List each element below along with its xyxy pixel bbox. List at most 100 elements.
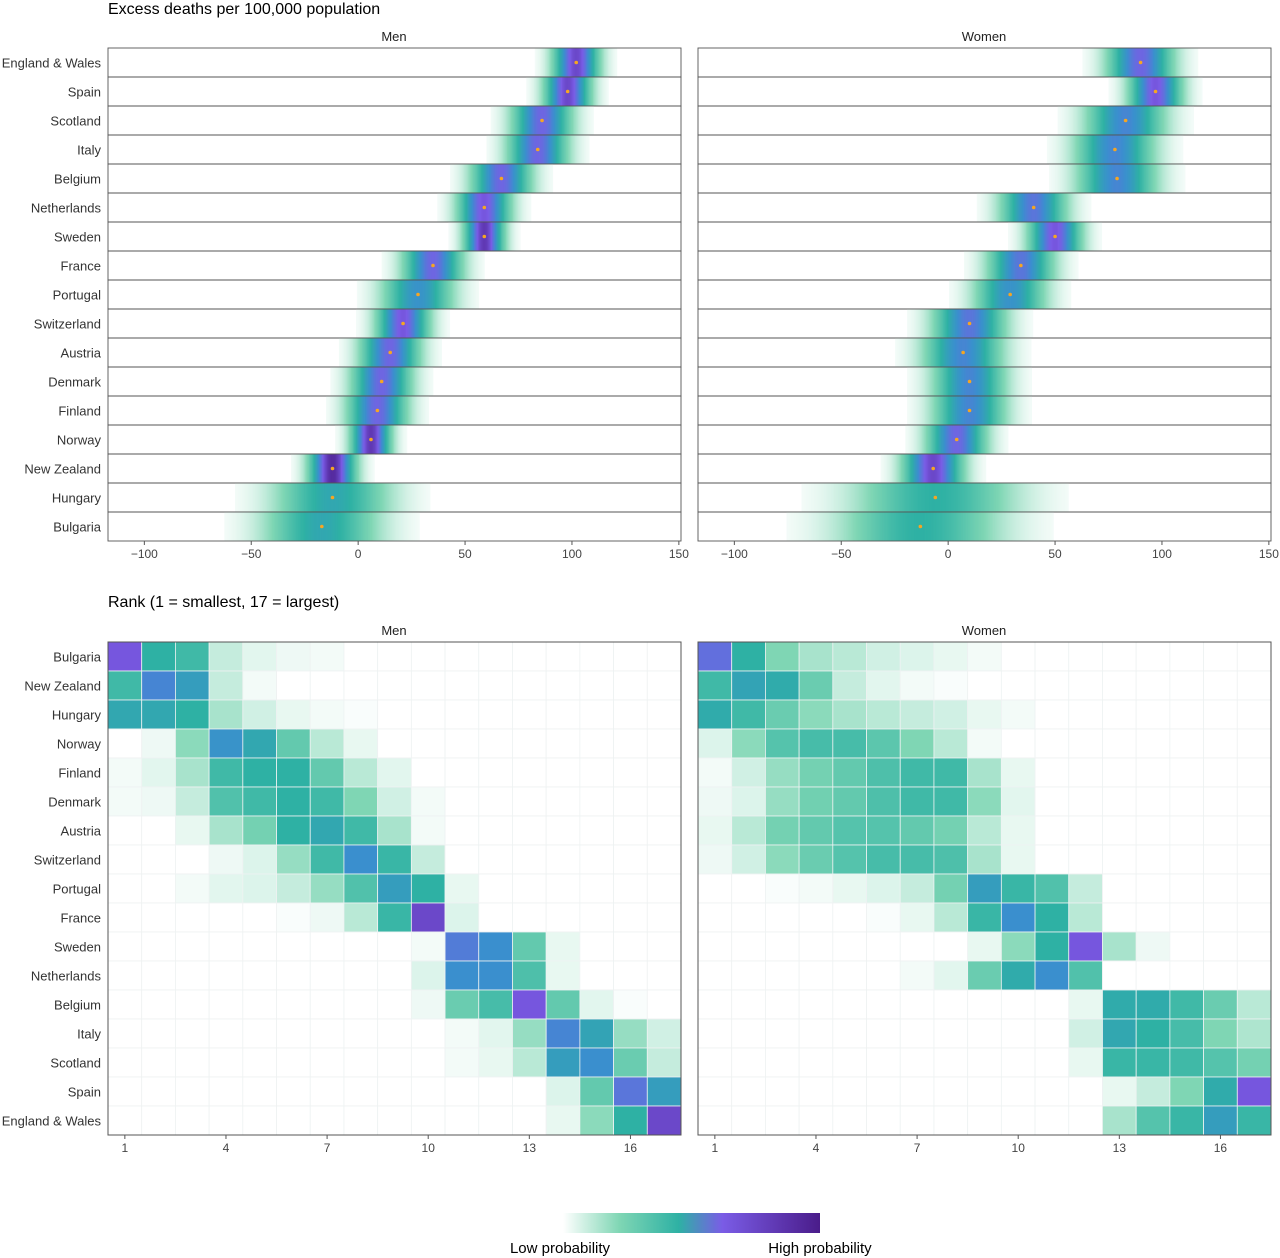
density-cell xyxy=(921,454,924,483)
density-cell xyxy=(585,135,587,164)
density-cell xyxy=(397,338,400,367)
rank-cell-women xyxy=(697,902,733,933)
density-cell xyxy=(812,512,814,541)
density-cell xyxy=(351,396,354,425)
density-cell xyxy=(999,193,1002,222)
density-cell xyxy=(1058,193,1061,222)
density-cell xyxy=(940,309,943,338)
density-cell xyxy=(349,483,351,512)
density-cell xyxy=(1052,135,1054,164)
rank-cell-women xyxy=(1000,902,1036,933)
density-strip-men xyxy=(448,222,521,251)
density-cell xyxy=(1124,164,1127,193)
rank-cell-women xyxy=(866,641,901,672)
density-cell xyxy=(1146,106,1148,135)
density-cell xyxy=(279,512,282,541)
rank-cell-men xyxy=(545,728,581,759)
density-cell xyxy=(1144,135,1147,164)
density-cell xyxy=(987,512,990,541)
rank-cell-men xyxy=(141,757,176,788)
density-cell xyxy=(1035,193,1038,222)
density-cell xyxy=(307,454,310,483)
rank-cell-women xyxy=(1102,699,1137,730)
country-label: Bulgaria xyxy=(53,520,101,535)
density-cell xyxy=(996,512,999,541)
density-cell xyxy=(425,367,427,396)
density-cell xyxy=(954,309,957,338)
density-cell xyxy=(1099,106,1102,135)
density-cell xyxy=(1049,135,1052,164)
density-cell xyxy=(1056,193,1059,222)
density-cell xyxy=(1060,193,1062,222)
density-cell xyxy=(436,309,439,338)
density-cell xyxy=(989,512,991,541)
density-cell xyxy=(242,483,245,512)
density-cell xyxy=(341,425,344,454)
density-cell xyxy=(1188,77,1190,106)
rank-cell-women xyxy=(765,1018,800,1049)
density-cell xyxy=(557,48,560,77)
density-cell xyxy=(291,512,293,541)
density-cell xyxy=(417,396,419,425)
density-cell xyxy=(376,512,379,541)
density-cell xyxy=(857,483,860,512)
density-cell xyxy=(280,512,283,541)
density-cell xyxy=(588,106,590,135)
density-cell xyxy=(314,483,317,512)
density-cell xyxy=(1134,106,1137,135)
density-cell xyxy=(275,512,278,541)
density-cell xyxy=(996,425,999,454)
density-cell xyxy=(1177,164,1180,193)
density-cell xyxy=(270,512,273,541)
density-cell xyxy=(404,309,407,338)
density-cell xyxy=(1022,396,1025,425)
density-cell xyxy=(393,251,395,280)
rank-cell-men xyxy=(613,989,648,1020)
density-cell xyxy=(1048,193,1051,222)
density-cell xyxy=(996,309,999,338)
density-cell xyxy=(383,280,386,309)
density-cell xyxy=(924,425,927,454)
density-cell xyxy=(962,396,964,425)
point-estimate xyxy=(1153,89,1158,94)
density-cell xyxy=(332,512,334,541)
density-cell xyxy=(916,483,919,512)
density-cell xyxy=(453,280,455,309)
density-cell xyxy=(416,309,418,338)
density-cell xyxy=(315,483,318,512)
density-cell xyxy=(412,367,415,396)
density-cell xyxy=(1083,48,1086,77)
density-cell xyxy=(306,483,309,512)
x-tick-label: −50 xyxy=(241,547,262,561)
density-cell xyxy=(1150,135,1153,164)
density-cell xyxy=(895,512,898,541)
density-cell xyxy=(274,512,277,541)
density-cell xyxy=(928,396,931,425)
density-cell xyxy=(806,483,809,512)
density-cell xyxy=(804,483,806,512)
density-cell xyxy=(490,106,493,135)
density-cell xyxy=(1056,251,1059,280)
density-cell xyxy=(1103,135,1106,164)
density-cell xyxy=(866,483,869,512)
density-cell xyxy=(347,512,350,541)
density-cell xyxy=(949,512,952,541)
density-cell xyxy=(931,309,934,338)
density-cell xyxy=(273,483,276,512)
density-cell xyxy=(1013,338,1015,367)
density-cell xyxy=(567,106,570,135)
density-cell xyxy=(265,483,268,512)
density-cell xyxy=(1146,48,1149,77)
density-cell xyxy=(354,396,356,425)
density-cell xyxy=(957,338,960,367)
density-cell xyxy=(458,222,461,251)
rank-cell-men xyxy=(141,1105,176,1136)
density-cell xyxy=(413,396,415,425)
density-cell xyxy=(1065,222,1068,251)
density-cell xyxy=(563,135,566,164)
density-cell xyxy=(823,512,826,541)
density-cell xyxy=(228,512,230,541)
rank-cell-women xyxy=(967,989,1002,1020)
density-cell xyxy=(278,483,281,512)
density-cell xyxy=(1028,338,1031,367)
